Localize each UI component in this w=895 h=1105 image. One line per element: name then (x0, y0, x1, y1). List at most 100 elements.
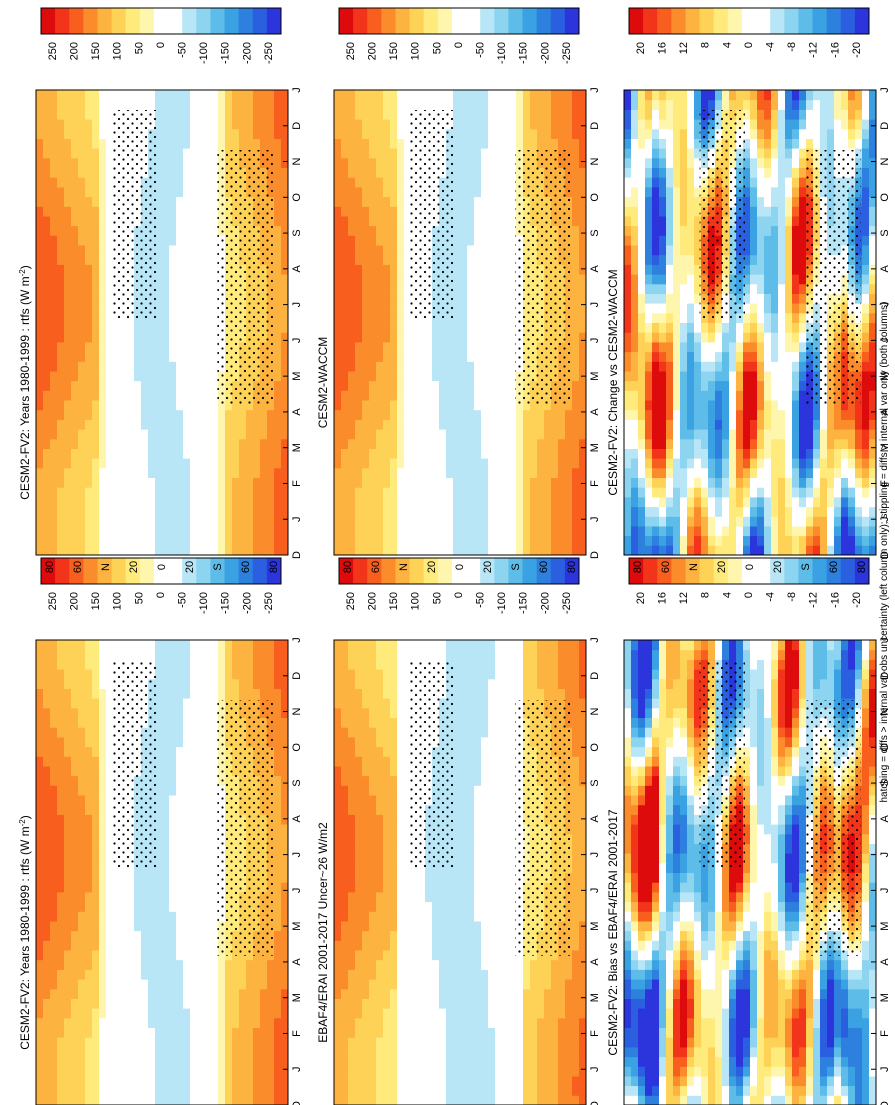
cell (197, 979, 205, 990)
cell (78, 872, 86, 883)
cell (376, 969, 384, 980)
cell (390, 959, 398, 970)
cell (453, 930, 461, 941)
cell (57, 99, 65, 110)
cell (355, 920, 363, 932)
cell (162, 274, 170, 285)
cell (516, 1095, 524, 1105)
cell (218, 128, 226, 139)
cell (148, 872, 156, 883)
cell (495, 814, 503, 825)
cell (106, 448, 114, 459)
cell (246, 119, 254, 130)
cell (404, 979, 412, 990)
cell (120, 496, 128, 508)
cell (99, 312, 107, 323)
cell (99, 119, 107, 130)
cell (190, 245, 198, 256)
cell (281, 157, 289, 168)
cell (176, 795, 184, 806)
cell (572, 920, 580, 932)
cell (99, 1085, 107, 1096)
cell (43, 186, 51, 198)
cell (43, 698, 51, 709)
cell (355, 930, 363, 941)
cell (274, 119, 282, 130)
cell (565, 1066, 573, 1077)
cell (64, 1085, 72, 1096)
cell (57, 979, 65, 990)
cell (85, 245, 93, 256)
cell (134, 882, 142, 893)
cell (190, 138, 198, 149)
cell (50, 429, 58, 440)
cell (113, 649, 121, 660)
cell (481, 891, 489, 903)
cell (36, 274, 44, 285)
cell (183, 148, 191, 159)
cell (155, 775, 163, 786)
cell (106, 254, 114, 265)
cell (397, 911, 405, 922)
cell (120, 409, 128, 420)
cell (225, 988, 233, 999)
cell (36, 727, 44, 738)
cell (369, 872, 377, 883)
cell (50, 264, 58, 275)
cell (57, 1037, 65, 1048)
cell (211, 148, 219, 159)
cell (246, 138, 254, 149)
cell (85, 988, 93, 999)
cell (85, 235, 93, 246)
cell (481, 833, 489, 844)
cell (544, 1075, 552, 1087)
cell (127, 920, 135, 932)
cell (183, 196, 191, 207)
cell (281, 640, 289, 651)
cell (190, 128, 198, 139)
cell (64, 477, 72, 488)
cell (225, 487, 233, 498)
cell (453, 1075, 461, 1087)
cell (78, 254, 86, 265)
cell (565, 1075, 573, 1087)
cell (78, 901, 86, 912)
cell (183, 862, 191, 873)
cell (99, 901, 107, 912)
cell (106, 688, 114, 699)
cell (106, 545, 114, 556)
cell (218, 649, 226, 660)
cell (197, 274, 205, 285)
cell (411, 998, 419, 1009)
cell (383, 756, 391, 767)
cell (197, 698, 205, 709)
cell (155, 322, 163, 333)
cell (162, 264, 170, 275)
cell (71, 746, 79, 757)
cell (148, 400, 156, 411)
cell (348, 1085, 356, 1096)
cell (141, 448, 149, 459)
cell (36, 157, 44, 168)
cell (85, 157, 93, 168)
cell (169, 1017, 177, 1028)
cell (239, 1027, 247, 1038)
cell (488, 1027, 496, 1038)
cell (92, 688, 100, 699)
cell (162, 516, 170, 527)
cell (260, 969, 268, 980)
cell (162, 765, 170, 777)
cell (274, 756, 282, 767)
cell (218, 409, 226, 420)
cell (71, 525, 79, 537)
cell (488, 727, 496, 738)
cell (85, 998, 93, 1009)
cell (495, 824, 503, 835)
cell (390, 1056, 398, 1067)
cell (169, 814, 177, 825)
cell (474, 1085, 482, 1096)
cell (176, 649, 184, 660)
cell (155, 1066, 163, 1077)
cell (481, 843, 489, 854)
cell (239, 1085, 247, 1096)
